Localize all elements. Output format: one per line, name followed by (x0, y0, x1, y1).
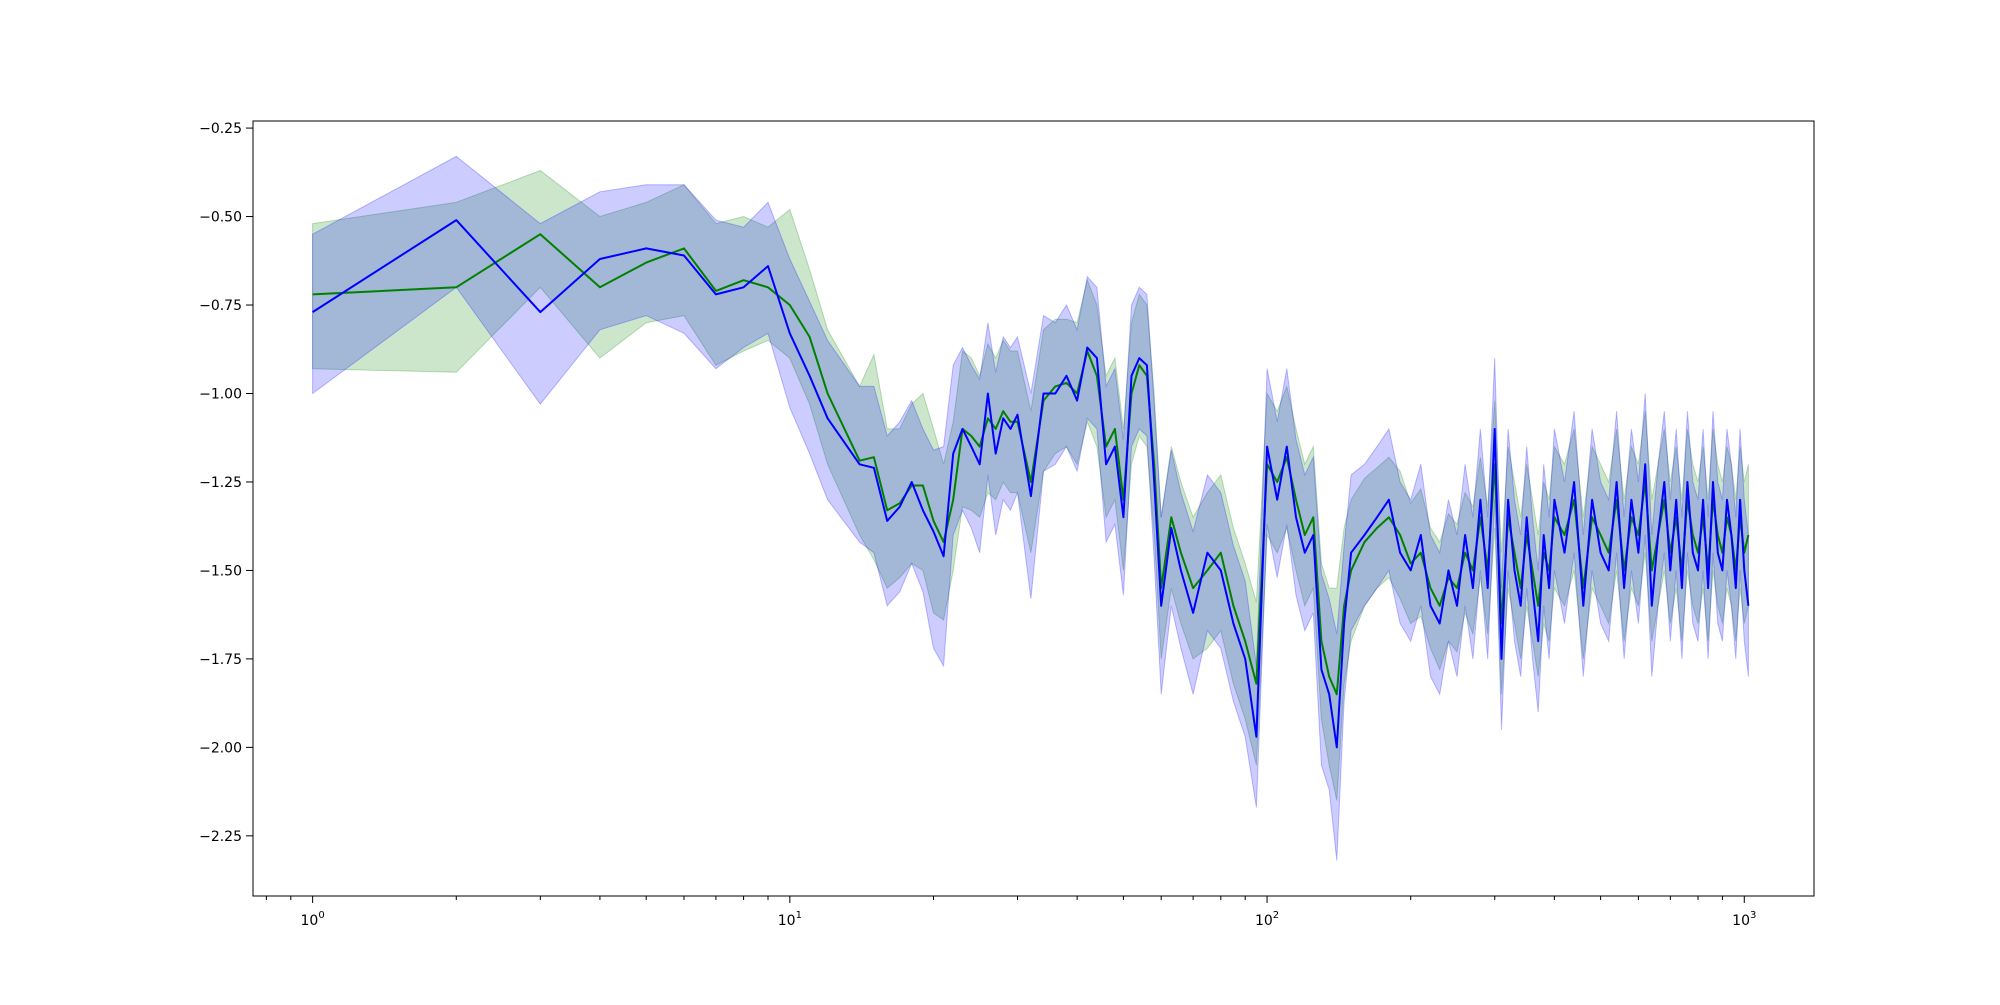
series-2-line (312, 219, 1750, 749)
y-tick-label: −0.75 (199, 298, 242, 314)
x-tick-label: 102 (1255, 910, 1279, 929)
y-tick-label: −1.50 (199, 563, 242, 579)
x-tick-exponent: 0 (318, 910, 324, 921)
plot-area-frame (252, 120, 1815, 897)
x-tick-label: 100 (301, 910, 325, 929)
y-tick-label: −1.25 (199, 475, 242, 491)
confidence-bands (312, 155, 1749, 861)
y-tick-label: −0.25 (199, 121, 242, 137)
y-tick-label: −1.00 (199, 386, 242, 402)
y-tick-label: −0.50 (199, 210, 242, 226)
y-tick-label: −2.00 (199, 740, 242, 756)
x-tick-label: 103 (1732, 910, 1756, 929)
series-2-band (312, 155, 1749, 861)
series-lines (312, 219, 1750, 749)
x-tick-exponent: 2 (1273, 910, 1279, 921)
y-tick-label: −2.25 (199, 829, 242, 845)
x-tick-exponent: 3 (1750, 910, 1756, 921)
x-tick-base: 10 (301, 913, 319, 929)
x-axis-ticks: 100 101 102 103 (265, 896, 1756, 929)
x-tick-base: 10 (1255, 913, 1273, 929)
x-tick-label: 101 (778, 910, 802, 929)
y-tick-label: −1.75 (199, 652, 242, 668)
x-tick-base: 10 (1732, 913, 1750, 929)
x-tick-exponent: 1 (796, 910, 802, 921)
x-tick-base: 10 (778, 913, 796, 929)
y-axis-ticks: −0.25 −0.50 −0.75 −1.00 −1.25 −1.50 −1.75 −2.00… (199, 121, 253, 845)
